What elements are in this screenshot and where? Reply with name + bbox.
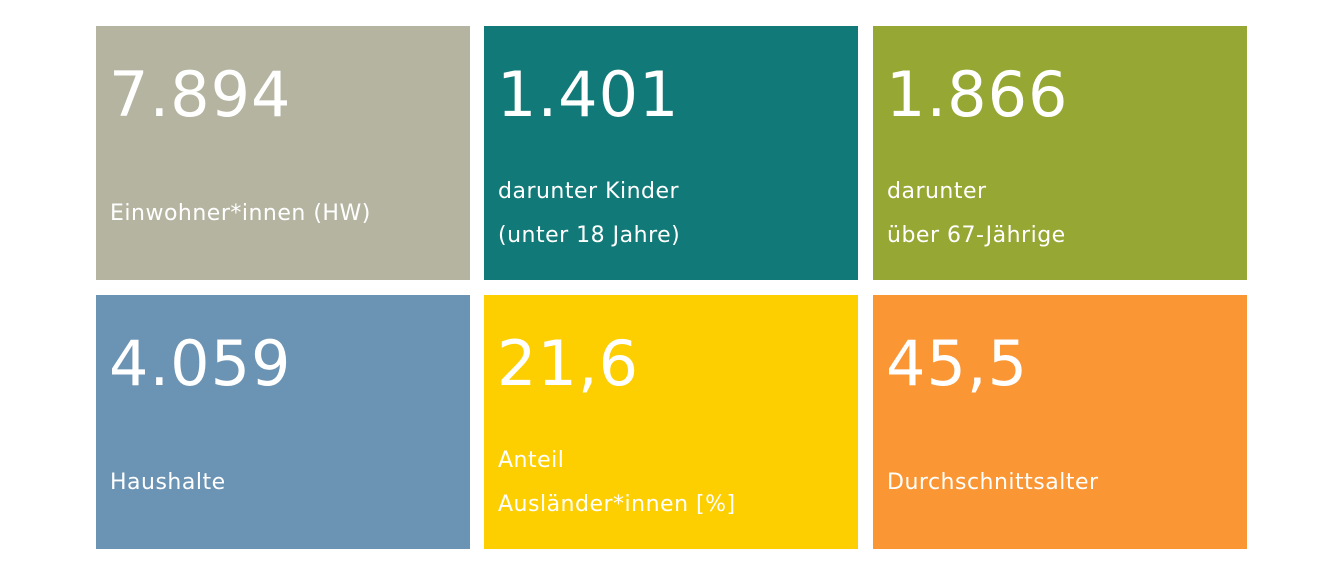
label-line: Haushalte: [110, 470, 226, 495]
label-line: (unter 18 Jahre): [498, 223, 681, 248]
label-line: Einwohner*innen (HW): [110, 201, 371, 226]
stat-label: Durchschnittsalter: [887, 439, 1099, 527]
label-line: Durchschnittsalter: [887, 470, 1099, 495]
stat-value: 45,5: [886, 327, 1029, 400]
stat-label: Einwohner*innen (HW): [110, 170, 371, 258]
stat-label: darunter Kinder (unter 18 Jahre): [498, 170, 680, 258]
stat-label: Haushalte: [110, 439, 226, 527]
stat-tile: 45,5 Durchschnittsalter: [873, 295, 1247, 549]
stat-value: 4.059: [109, 327, 292, 400]
stat-tile: 21,6 Anteil Ausländer*innen [%]: [484, 295, 858, 549]
label-line: darunter Kinder: [498, 179, 680, 204]
stat-label: Anteil Ausländer*innen [%]: [498, 439, 736, 527]
stat-value: 21,6: [497, 327, 640, 400]
stat-tile: 1.866 darunter über 67-Jährige: [873, 26, 1247, 280]
stat-tile: 7.894 Einwohner*innen (HW): [96, 26, 470, 280]
stat-label: darunter über 67-Jährige: [887, 170, 1066, 258]
label-line: darunter: [887, 179, 987, 204]
stat-tile: 4.059 Haushalte: [96, 295, 470, 549]
label-line: Anteil: [498, 448, 565, 473]
label-line: Ausländer*innen [%]: [498, 492, 736, 517]
stat-value: 1.866: [886, 58, 1069, 131]
stat-value: 1.401: [497, 58, 680, 131]
stat-tile: 1.401 darunter Kinder (unter 18 Jahre): [484, 26, 858, 280]
stat-value: 7.894: [109, 58, 292, 131]
label-line: über 67-Jährige: [887, 223, 1066, 248]
